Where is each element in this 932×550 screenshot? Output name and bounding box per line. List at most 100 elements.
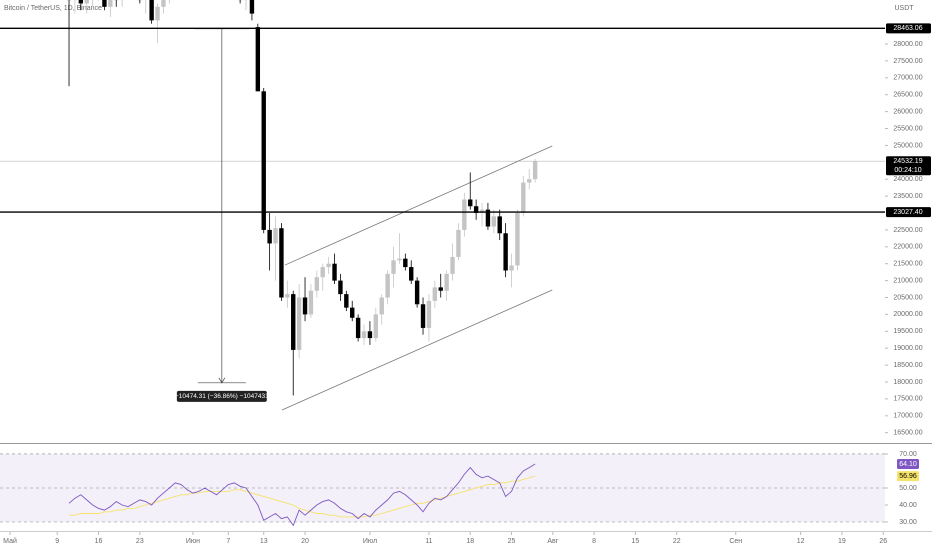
y-tick-label: 30.00 [899,519,917,526]
candle-body [414,280,420,305]
x-tick-label: 11 [425,538,432,545]
candle-body [385,273,390,298]
x-tick-label: Авг [547,538,558,545]
y-tick-label: 19500.00 [893,328,922,335]
candle-body [444,273,449,291]
y-tick-label: 70.00 [899,451,917,458]
x-tick-label: 16 [95,538,103,545]
x-tick-label: Сен [729,538,742,545]
x-tick-label: 23 [136,538,144,545]
y-tick-label: 20000.00 [893,311,922,318]
candle-body [420,304,426,328]
candle-body [491,216,497,227]
candle-body [391,260,396,274]
candle-body [261,91,266,230]
candle-body [267,229,272,244]
candle-body [155,6,160,21]
level-label: 28463.06 [893,25,922,32]
rsi-line [69,475,536,518]
candle-body [78,0,84,4]
x-tick-label: 8 [592,538,596,545]
y-tick-label: 27000.00 [893,75,922,82]
candle-body [149,0,154,21]
x-tick-label: Май [3,537,17,545]
candle-body [473,206,479,214]
candle-body [509,265,514,271]
level-box [886,207,931,218]
x-tick-label: 20 [301,538,309,545]
channel-line [281,289,553,411]
candle-body [426,300,432,328]
y-tick-label: 22500.00 [893,227,922,234]
level-label: 23027.40 [893,209,922,216]
candle-body [468,199,473,207]
y-tick-label: 21500.00 [893,261,922,268]
candle-body [409,267,414,281]
x-tick-label: 25 [508,538,516,545]
candle-body [432,287,438,301]
candle-body [515,213,520,266]
y-tick-label: 24000.00 [893,176,922,183]
y-tick-label: 19000.00 [893,345,922,352]
candle-body [503,233,508,271]
x-tick-label: Июн [186,538,200,545]
last-value-box [897,471,919,482]
last-value-box [897,459,919,470]
candle-body [302,297,308,315]
y-tick-label: 17500.00 [893,396,922,403]
x-tick-label: 26 [879,538,887,545]
candle-body [161,0,166,7]
y-tick-label: 50.00 [899,485,917,492]
candle-body [527,179,532,183]
y-tick-label: 20500.00 [893,294,922,301]
measure-box [176,390,267,402]
measure-arrow [218,377,226,384]
candle-body [450,256,455,274]
y-tick-label: 17000.00 [893,413,922,420]
candle-body [291,294,296,350]
x-tick-label: 7 [226,538,230,545]
last-value-label: 64.10 [899,461,917,468]
y-tick-label: 28000.00 [893,41,922,48]
y-tick-label: 21000.00 [893,277,922,284]
x-tick-label: 15 [632,538,640,545]
candle-body [462,199,467,230]
y-tick-label: 27500.00 [893,58,922,65]
y-tick-label: 25500.00 [893,125,922,132]
candle-body [273,228,278,244]
countdown: 00:24:10 [894,167,921,174]
candle-body [314,277,320,291]
candle-body [255,27,261,92]
candle-body [355,317,361,339]
candle-body [84,0,89,4]
candle-body [485,209,491,227]
rsi-line [68,463,536,527]
last-label: 24532.19 [893,158,922,165]
candle-body [350,307,355,318]
candle-body [373,314,379,339]
y-tick-label: 26000.00 [893,108,922,115]
candle-body [367,331,373,339]
last-value-label: 56.96 [899,473,917,480]
candle-body [532,161,538,180]
candle-body [326,263,331,268]
y-tick-label: 16500.00 [893,430,922,437]
candle-body [279,228,284,298]
x-tick-label: 18 [466,538,474,545]
y-tick-label: 26500.00 [893,92,922,99]
channel-line [284,145,553,266]
chart-title: Bitcoin / TetherUS, 1D, Binance [4,5,102,12]
candle-body [320,267,325,278]
x-tick-label: 13 [260,538,268,545]
currency: USDT [894,5,914,12]
x-tick-label: 9 [55,538,59,545]
y-tick-label: 23500.00 [893,193,922,200]
y-tick-label: 22000.00 [893,244,922,251]
last-box [886,156,931,176]
y-tick-label: 40.00 [899,502,917,509]
candle-body [249,0,255,14]
candle-body [296,297,302,350]
candle-body [361,331,367,339]
